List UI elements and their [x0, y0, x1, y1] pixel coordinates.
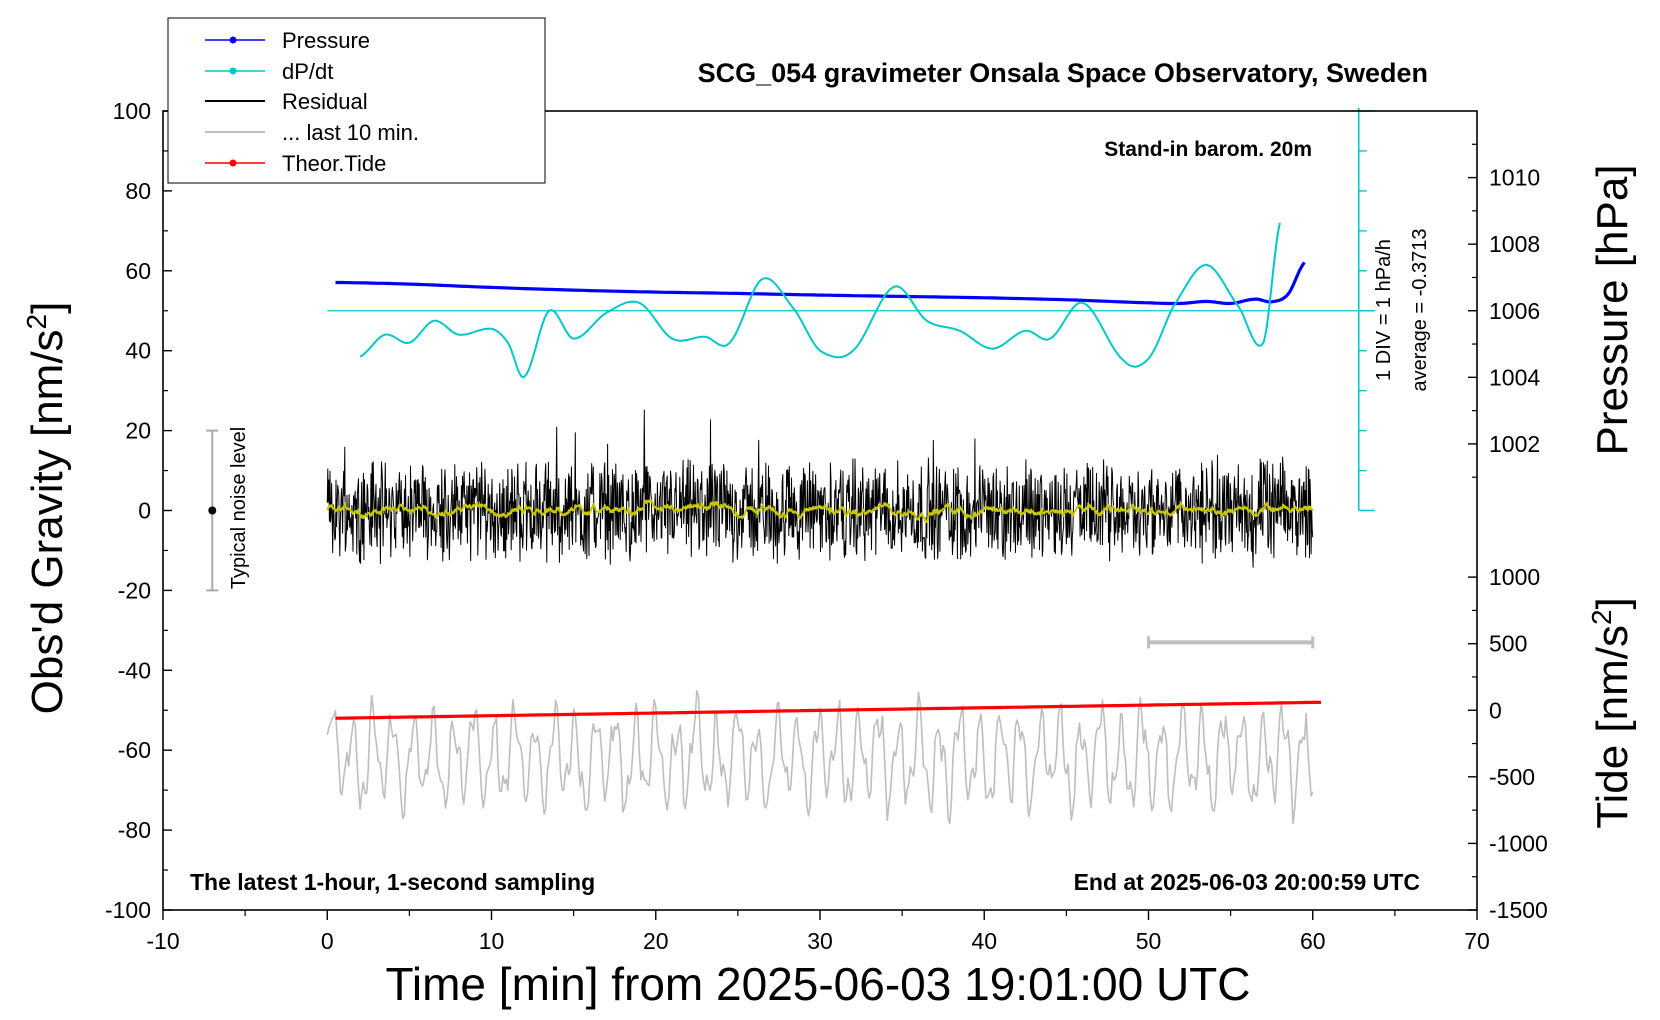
residual-trace [326, 409, 1314, 568]
tide-tick-label-5: 1000 [1489, 564, 1540, 590]
gravity-tick-label-10: 100 [113, 98, 151, 124]
pressure-trace [335, 261, 1306, 306]
x-axis-label: Time [min] from 2025-06-03 19:01:00 UTC [386, 958, 1251, 1010]
dpdt-trace [359, 222, 1281, 379]
legend-marker-tide [229, 159, 237, 167]
time-tick-label-3: 20 [643, 928, 669, 954]
legend-marker-dpdt [229, 67, 237, 75]
legend-label-tide: Theor.Tide [282, 151, 386, 176]
pressure-tick-label-0: 1002 [1489, 431, 1540, 457]
y-axis-label: Obs'd Gravity [nm/s2] [21, 302, 72, 715]
time-tick-label-0: -10 [146, 928, 179, 954]
legend-marker-pressure [229, 36, 237, 44]
time-tick-label-6: 50 [1136, 928, 1162, 954]
plot-marks [206, 108, 1375, 825]
tide-axis-label-main: Tide [nm/s [1588, 625, 1637, 829]
sampling-note: The latest 1-hour, 1-second sampling [190, 869, 595, 895]
gravity-tick-label-8: 60 [125, 258, 151, 284]
tide-axis-ticks: -1500 -1000 -500 0 500 1000 [1468, 564, 1548, 923]
time-axis-ticks: -10 0 10 20 30 40 50 60 70 [146, 910, 1490, 954]
tide-trace [335, 700, 1322, 720]
time-tick-label-5: 40 [971, 928, 997, 954]
tide-tick-label-2: -500 [1489, 764, 1535, 790]
time-tick-label-8: 70 [1464, 928, 1490, 954]
gravity-tick-label-2: -60 [118, 737, 151, 763]
barometer-note: Stand-in barom. 20m [1104, 138, 1312, 161]
tide-tick-label-0: -1500 [1489, 897, 1548, 923]
tide-axis-label-close: ] [1588, 597, 1637, 609]
pressure-axis-label: Pressure [hPa] [1588, 164, 1637, 455]
div-label: 1 DIV = 1 hPa/h [1373, 239, 1395, 381]
residual-smoothed-trace [326, 499, 1314, 523]
pressure-tick-label-2: 1006 [1489, 298, 1540, 324]
gravity-tick-label-6: 20 [125, 418, 151, 444]
legend: Pressure dP/dt Residual ... last 10 min.… [167, 17, 546, 184]
time-tick-label-7: 60 [1300, 928, 1326, 954]
y-axis-label-close: ] [23, 302, 72, 314]
pressure-axis-ticks: 1002 1004 1006 1008 1010 [1468, 143, 1540, 478]
noise-level-label: Typical noise level [228, 427, 250, 589]
time-tick-label-1: 0 [321, 928, 334, 954]
tide-axis-label: Tide [nm/s2] [1586, 597, 1637, 829]
gravity-tick-label-4: -20 [118, 577, 151, 603]
pressure-tick-label-4: 1010 [1489, 165, 1540, 191]
gravity-tick-label-1: -80 [118, 817, 151, 843]
time-tick-label-4: 30 [807, 928, 833, 954]
gravity-tick-label-3: -40 [118, 657, 151, 683]
noise-level-marker [208, 506, 217, 515]
legend-label-last10: ... last 10 min. [282, 120, 419, 145]
tide-axis-label-sup: 2 [1586, 609, 1617, 625]
pressure-tick-label-3: 1008 [1489, 231, 1540, 257]
gravity-tick-label-7: 40 [125, 338, 151, 364]
y-axis-label-sup: 2 [21, 314, 52, 330]
gravity-tick-label-9: 80 [125, 178, 151, 204]
plot-frame [162, 110, 1478, 911]
legend-label-pressure: Pressure [282, 28, 370, 53]
legend-label-residual: Residual [282, 89, 368, 114]
pressure-tick-label-1: 1004 [1489, 364, 1540, 390]
end-time-note: End at 2025-06-03 20:00:59 UTC [1074, 869, 1420, 895]
gravity-tick-label-0: -100 [105, 897, 151, 923]
gravity-tick-label-5: 0 [138, 498, 151, 524]
tide-tick-label-3: 0 [1489, 697, 1502, 723]
tide-tick-label-4: 500 [1489, 631, 1527, 657]
tide-tick-label-1: -1000 [1489, 830, 1548, 856]
chart-title: SCG_054 gravimeter Onsala Space Observat… [698, 58, 1428, 88]
last10-trace [326, 690, 1314, 825]
y-axis-label-main: Obs'd Gravity [nm/s [23, 329, 72, 714]
average-label: average = -0.3713 [1409, 229, 1431, 392]
legend-label-dpdt: dP/dt [282, 59, 333, 84]
gravity-axis-ticks: -100 -80 -60 -40 -20 0 20 40 60 80 100 [105, 98, 172, 923]
time-tick-label-2: 10 [479, 928, 505, 954]
